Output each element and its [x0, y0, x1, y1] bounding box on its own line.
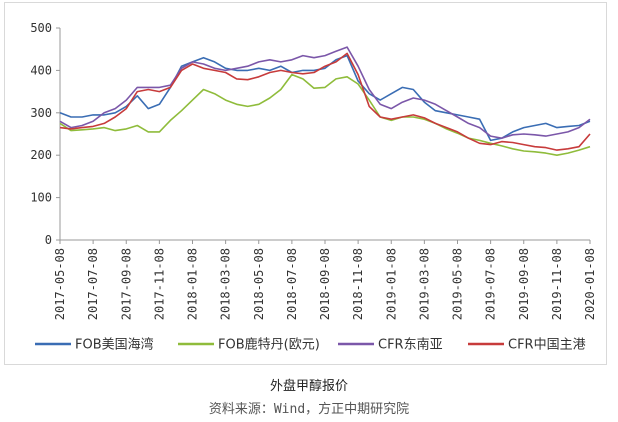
legend: FOB美国海湾 FOB鹿特丹(欧元) CFR东南亚 CFR中国主港 [35, 337, 586, 353]
x-tick-label: 2017-05-08 [53, 248, 67, 320]
x-tick-label: 2020-01-08 [583, 248, 597, 320]
x-tick-label: 2019-01-08 [384, 248, 398, 320]
x-tick-label: 2019-05-08 [451, 248, 465, 320]
y-tick-label: 100 [30, 191, 52, 205]
y-axis: 0 100 200 300 400 500 [30, 21, 61, 247]
chart-frame [4, 2, 607, 365]
x-tick-label: 2019-09-08 [517, 248, 531, 320]
caption-source: 资料来源：Wind，方正中期研究院 [208, 402, 410, 417]
x-tick-label: 2019-11-08 [550, 248, 564, 320]
x-tick-label: 2018-11-08 [351, 248, 365, 320]
series-layer [59, 46, 591, 156]
x-tick-label: 2018-03-08 [219, 248, 233, 320]
series-line-3 [59, 46, 591, 139]
x-tick-label: 2018-09-08 [318, 248, 332, 320]
legend-label-2: FOB鹿特丹(欧元) [218, 337, 320, 353]
legend-label-3: CFR东南亚 [378, 337, 443, 353]
y-tick-label: 300 [30, 106, 52, 120]
series-line-4 [59, 52, 591, 151]
x-tick-label: 2019-07-08 [484, 248, 498, 320]
legend-label-1: FOB美国海湾 [75, 337, 154, 353]
legend-label-4: CFR中国主港 [508, 338, 586, 353]
x-tick-label: 2018-01-08 [186, 248, 200, 320]
y-tick-label: 500 [30, 21, 52, 35]
caption-title: 外盘甲醇报价 [269, 379, 348, 394]
x-tick-label: 2017-09-08 [119, 248, 133, 320]
x-tick-label: 2017-07-08 [86, 248, 100, 320]
x-axis: 2017-05-08 2017-07-08 2017-09-08 2017-11-08… [53, 239, 597, 320]
x-tick-label: 2018-05-08 [252, 248, 266, 320]
x-tick-label: 2018-07-08 [285, 248, 299, 320]
series-line-2 [59, 73, 591, 156]
y-tick-label: 400 [30, 63, 52, 77]
y-tick-label: 0 [45, 233, 52, 247]
x-tick-label: 2017-11-08 [152, 248, 166, 320]
y-tick-label: 200 [30, 148, 52, 162]
x-tick-label: 2019-03-08 [417, 248, 431, 320]
